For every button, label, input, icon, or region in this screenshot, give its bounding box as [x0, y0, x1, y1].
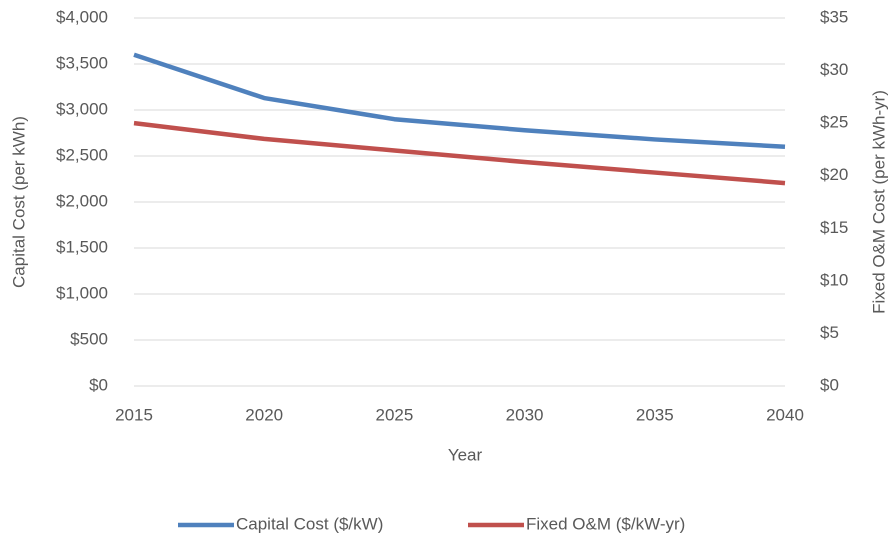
y2-tick-label: $35	[820, 7, 848, 26]
y2-axis-title: Fixed O&M Cost (per kWh-yr)	[869, 90, 888, 314]
y-tick-label: $2,500	[56, 145, 108, 164]
y-tick-label: $0	[89, 375, 108, 394]
y2-tick-label: $20	[820, 165, 848, 184]
y2-tick-label: $15	[820, 218, 848, 237]
y2-tick-label: $0	[820, 375, 839, 394]
y-tick-label: $1,000	[56, 283, 108, 302]
y-tick-label: $3,000	[56, 99, 108, 118]
y-tick-label: $2,000	[56, 191, 108, 210]
y-axis-title: Capital Cost (per kWh)	[9, 116, 28, 288]
y-tick-label: $1,500	[56, 237, 108, 256]
x-tick-label: 2030	[506, 405, 544, 424]
y2-tick-label: $30	[820, 60, 848, 79]
y-tick-label: $500	[70, 329, 108, 348]
x-tick-label: 2040	[766, 405, 804, 424]
x-tick-label: 2015	[115, 405, 153, 424]
y2-tick-label: $25	[820, 113, 848, 132]
y2-tick-label: $10	[820, 270, 848, 289]
legend-label: Capital Cost ($/kW)	[236, 514, 383, 533]
legend-label: Fixed O&M ($/kW-yr)	[526, 514, 685, 533]
x-tick-label: 2035	[636, 405, 674, 424]
series-line	[133, 120, 786, 186]
x-tick-label: 2025	[375, 405, 413, 424]
y2-tick-label: $5	[820, 323, 839, 342]
x-tick-label: 2020	[245, 405, 283, 424]
x-axis-title: Year	[448, 445, 483, 464]
y-tick-label: $3,500	[56, 53, 108, 72]
series-line	[133, 52, 786, 150]
y-tick-label: $4,000	[56, 7, 108, 26]
